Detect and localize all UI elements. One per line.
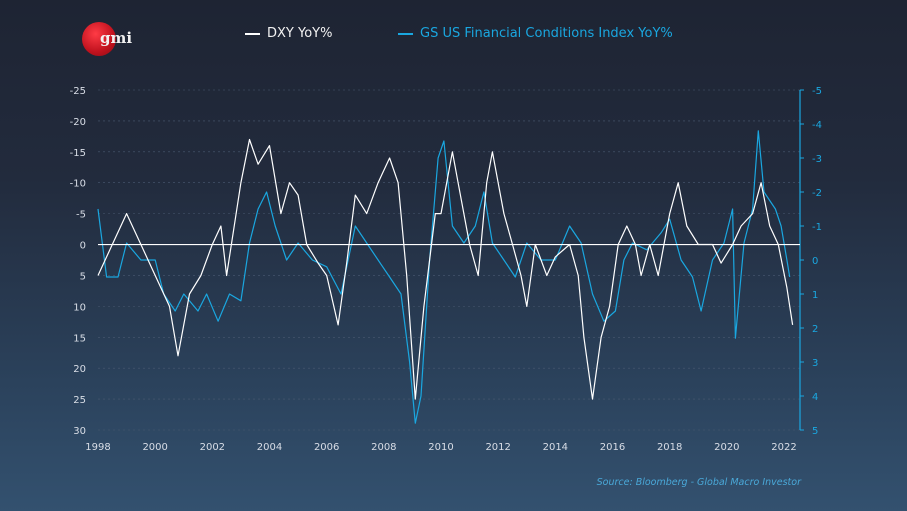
left-tick-label: 0 xyxy=(80,241,86,252)
legend-swatch-dxy xyxy=(245,32,260,35)
legend-dxy: DXY YoY% xyxy=(245,26,332,41)
legend-swatch-gs-fci xyxy=(398,32,413,35)
right-tick-label: -1 xyxy=(812,222,822,233)
left-tick-label: -15 xyxy=(70,148,86,159)
x-tick-label: 2000 xyxy=(142,442,167,453)
x-tick-label: 2016 xyxy=(600,442,625,453)
right-tick-label: 3 xyxy=(812,358,818,369)
right-tick-label: -4 xyxy=(812,120,822,131)
x-tick-label: 2020 xyxy=(714,442,739,453)
right-tick-label: 1 xyxy=(812,290,818,301)
left-tick-label: 30 xyxy=(73,426,86,437)
right-tick-label: -5 xyxy=(812,86,822,97)
series-line-dxy xyxy=(97,138,794,400)
left-tick-label: 25 xyxy=(73,395,86,406)
left-tick-label: 20 xyxy=(73,364,86,375)
right-tick-label: -2 xyxy=(812,188,822,199)
left-tick-label: -20 xyxy=(70,117,86,128)
x-tick-label: 2014 xyxy=(543,442,568,453)
legend-label-dxy: DXY YoY% xyxy=(267,26,333,41)
right-tick-label: 0 xyxy=(812,256,818,267)
right-tick-label: 5 xyxy=(812,426,818,437)
left-tick-label: -10 xyxy=(70,179,86,190)
right-tick-label: -3 xyxy=(812,154,822,165)
x-tick-label: 2006 xyxy=(314,442,339,453)
x-tick-label: 1998 xyxy=(85,442,110,453)
legend-gs-fci: GS US Financial Conditions Index YoY% xyxy=(398,26,673,41)
left-tick-label: -25 xyxy=(70,86,86,97)
left-tick-label: 5 xyxy=(80,271,86,282)
left-tick-label: -5 xyxy=(76,210,86,221)
x-tick-label: 2022 xyxy=(771,442,796,453)
x-tick-label: 2008 xyxy=(371,442,396,453)
left-tick-label: 15 xyxy=(73,333,86,344)
source-note: Source: Bloomberg - Global Macro Investo… xyxy=(596,477,801,488)
left-tick-label: 10 xyxy=(73,302,86,313)
x-tick-label: 2002 xyxy=(200,442,225,453)
series-line-gs-fci xyxy=(97,130,791,424)
right-tick-label: 2 xyxy=(812,324,818,335)
x-tick-label: 2004 xyxy=(257,442,282,453)
x-tick-label: 2010 xyxy=(428,442,453,453)
gmi-logo xyxy=(82,22,116,56)
x-tick-label: 2012 xyxy=(485,442,510,453)
x-tick-label: 2018 xyxy=(657,442,682,453)
legend-label-gs-fci: GS US Financial Conditions Index YoY% xyxy=(420,26,673,41)
logo-text: gmi xyxy=(100,29,133,47)
right-tick-label: 4 xyxy=(812,392,818,403)
